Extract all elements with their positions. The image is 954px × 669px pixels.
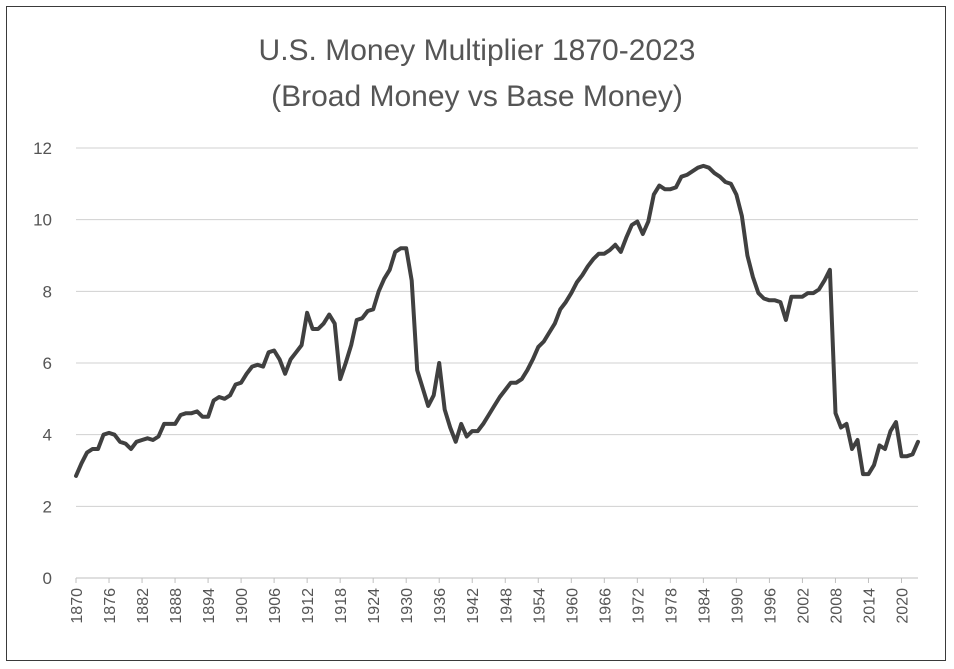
x-tick-label: 2014	[861, 588, 878, 624]
x-tick-label: 1930	[399, 588, 416, 624]
y-tick-label: 8	[43, 282, 52, 301]
y-tick-label: 2	[43, 497, 52, 516]
y-tick-label: 0	[43, 569, 52, 588]
y-tick-label: 4	[43, 426, 52, 445]
x-tick-label: 1900	[234, 588, 251, 624]
x-tick-label: 1954	[531, 588, 548, 624]
x-tick-label: 1924	[366, 588, 383, 624]
x-tick-label: 2008	[828, 588, 845, 624]
x-tick-label: 1996	[762, 588, 779, 624]
x-tick-label: 1972	[630, 588, 647, 624]
x-tick-label: 1876	[102, 588, 119, 624]
x-tick-label: 1906	[267, 588, 284, 624]
gridlines	[76, 147, 918, 579]
x-tick-label: 1882	[135, 588, 152, 624]
x-tick-label: 1948	[498, 588, 515, 624]
y-axis-ticks: 0 2 4 6 8 10 12	[33, 139, 52, 588]
x-tick-label: 1984	[696, 588, 713, 624]
chart-title: U.S. Money Multiplier 1870-2023	[259, 34, 696, 67]
x-tick-label: 1966	[597, 588, 614, 624]
x-tick-label: 1942	[465, 588, 482, 624]
chart-frame	[6, 6, 946, 661]
x-tick-label: 1888	[168, 588, 185, 624]
x-axis-ticks: 1870 1876 1882 1888 1894 1900 1906 1912 1918 1924…	[69, 578, 911, 624]
y-tick-label: 10	[33, 211, 52, 230]
x-tick-label: 1918	[333, 588, 350, 624]
series-layer	[74, 163, 920, 478]
y-tick-label: 12	[33, 139, 52, 158]
x-tick-label: 1870	[69, 588, 86, 624]
chart-subtitle: (Broad Money vs Base Money)	[271, 80, 683, 113]
x-tick-label: 1894	[201, 588, 218, 624]
y-tick-label: 6	[43, 354, 52, 373]
x-tick-label: 1978	[663, 588, 680, 624]
x-tick-label: 1936	[432, 588, 449, 624]
x-tick-label: 1990	[729, 588, 746, 624]
x-tick-label: 1912	[300, 588, 317, 624]
series-line	[74, 163, 920, 478]
x-tick-label: 1960	[564, 588, 581, 624]
x-tick-label: 2020	[894, 588, 911, 624]
x-tick-label: 2002	[795, 588, 812, 624]
